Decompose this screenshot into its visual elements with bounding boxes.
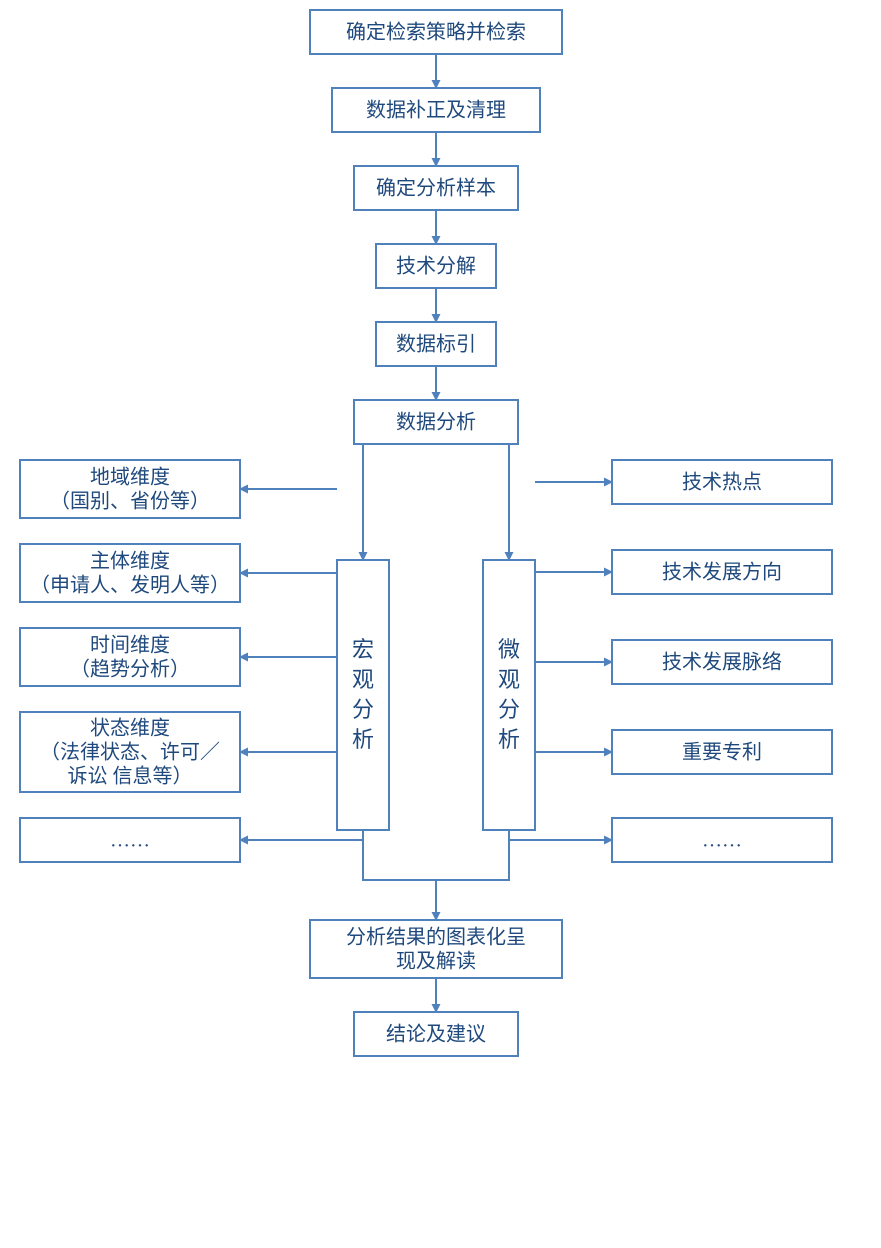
node-label: 宏 (352, 637, 374, 662)
flow-edge (240, 830, 363, 840)
node-label: …… (702, 830, 742, 852)
node-label: 状态维度 (90, 717, 170, 740)
flow-edge (509, 830, 612, 840)
node-label: 析 (352, 727, 374, 752)
node-label: 技术发展方向 (662, 561, 782, 584)
flow-node-n1: 确定检索策略并检索 (310, 10, 562, 54)
node-label: 技术发展脉络 (662, 651, 782, 674)
node-label: 技术热点 (682, 471, 762, 494)
flow-node-r3: 技术发展脉络 (612, 640, 832, 684)
flow-node-l4: 状态维度（法律状态、许可／诉讼 信息等） (20, 712, 240, 792)
flow-node-n4: 技术分解 (376, 244, 496, 288)
node-label: 观 (352, 667, 374, 692)
node-label: （申请人、发明人等） (30, 574, 230, 597)
flow-node-r1: 技术热点 (612, 460, 832, 504)
node-label: 分析结果的图表化呈 (346, 926, 526, 949)
node-label: 现及解读 (396, 950, 476, 973)
node-label: 确定分析样本 (376, 177, 496, 200)
node-label: …… (110, 830, 150, 852)
node-label: 确定检索策略并检索 (346, 21, 526, 44)
flow-node-r5: …… (612, 818, 832, 862)
node-label: 数据标引 (396, 333, 476, 356)
node-label: 观 (498, 667, 520, 692)
flow-node-n6: 数据分析 (354, 400, 518, 444)
node-label: （国别、省份等） (50, 490, 210, 513)
node-label: （法律状态、许可／ (40, 741, 220, 764)
node-label: 数据补正及清理 (366, 99, 506, 122)
flow-node-macro: 宏观分析 (337, 560, 389, 830)
node-label: 时间维度 (90, 634, 170, 657)
node-label: 技术分解 (396, 255, 476, 278)
flow-node-l3: 时间维度（趋势分析） (20, 628, 240, 686)
flow-node-n8: 结论及建议 (354, 1012, 518, 1056)
flow-node-n2: 数据补正及清理 (332, 88, 540, 132)
node-label: 析 (498, 727, 520, 752)
flow-edge (363, 830, 436, 920)
node-label: 重要专利 (682, 741, 762, 764)
node-label: 数据分析 (396, 411, 476, 434)
node-label: 分 (498, 697, 520, 722)
flow-node-n7: 分析结果的图表化呈现及解读 (310, 920, 562, 978)
flow-node-l1: 地域维度（国别、省份等） (20, 460, 240, 518)
node-label: 诉讼 信息等） (68, 765, 193, 788)
flow-edge (436, 830, 509, 880)
flow-node-n3: 确定分析样本 (354, 166, 518, 210)
flow-node-l2: 主体维度（申请人、发明人等） (20, 544, 240, 602)
node-label: 微 (498, 637, 520, 662)
flow-node-r2: 技术发展方向 (612, 550, 832, 594)
node-label: 分 (352, 697, 374, 722)
flow-node-micro: 微观分析 (483, 560, 535, 830)
node-label: 结论及建议 (386, 1023, 486, 1046)
flow-node-l5: …… (20, 818, 240, 862)
node-label: 地域维度 (90, 466, 170, 489)
flow-node-n5: 数据标引 (376, 322, 496, 366)
node-label: （趋势分析） (70, 658, 190, 681)
node-label: 主体维度 (90, 550, 170, 573)
flow-node-r4: 重要专利 (612, 730, 832, 774)
